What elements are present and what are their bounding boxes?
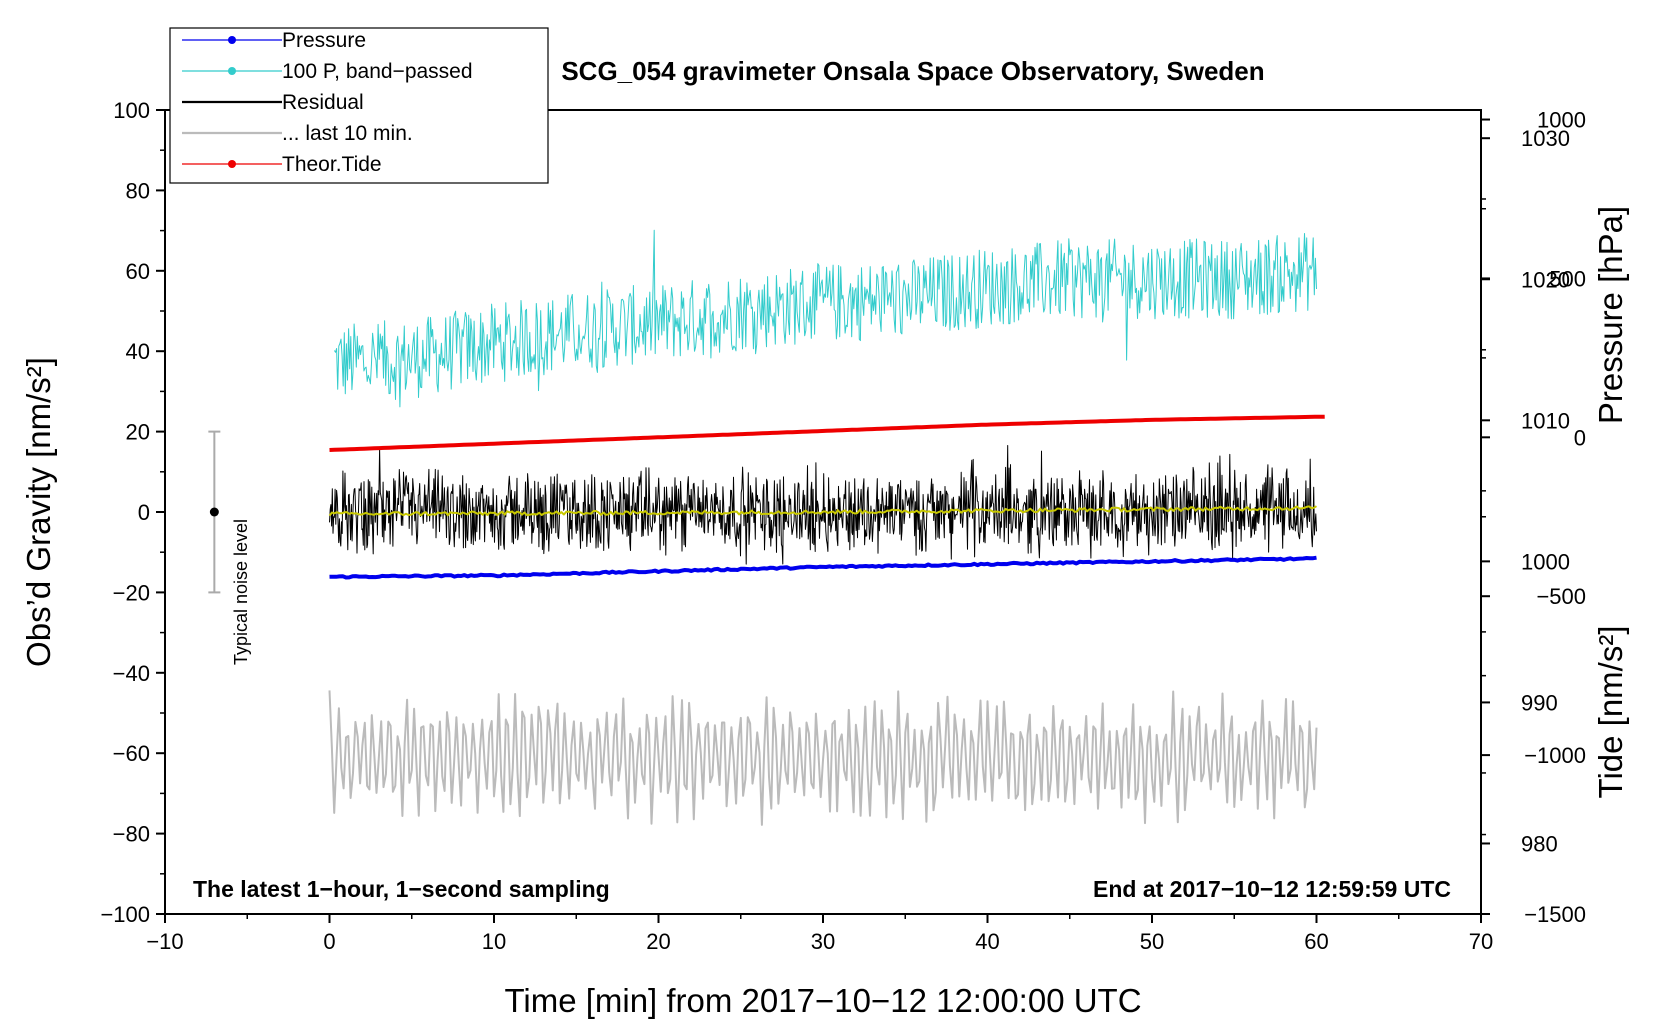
chart-title: SCG_054 gravimeter Onsala Space Observat… — [561, 56, 1264, 86]
legend-label: Pressure — [282, 29, 366, 52]
pressure-tick-label: 990 — [1521, 690, 1558, 715]
y-tick-label: −80 — [113, 822, 150, 847]
y-tick-label: 40 — [126, 339, 150, 364]
series-bandpassed-pressure — [333, 229, 1317, 408]
pressure-tick-label: 1000 — [1521, 549, 1570, 574]
legend-label: ... last 10 min. — [282, 122, 413, 145]
tide-tick-label: 500 — [1549, 266, 1586, 291]
y-axis-ticks: −100 −80 −60 −40 −20 0 20 40 60 80 100 — [100, 98, 165, 927]
y-tick-label: 20 — [126, 420, 150, 445]
x-tick-label: 30 — [811, 929, 835, 954]
noise-bar: Typical noise level — [208, 430, 251, 665]
y-tick-label: 60 — [126, 259, 150, 284]
y-axis-label-left: Obs’d Gravity [nm/s²] — [20, 357, 57, 667]
x-tick-label: 70 — [1469, 929, 1493, 954]
tide-tick-label: −1500 — [1524, 902, 1586, 927]
noise-bar-center-dot — [209, 507, 219, 517]
x-tick-label: 60 — [1304, 929, 1328, 954]
x-axis-label: Time [min] from 2017−10−12 12:00:00 UTC — [504, 982, 1141, 1019]
series-residual-smoothed — [328, 505, 1318, 517]
tide-tick-label: 0 — [1574, 425, 1586, 450]
legend-marker — [228, 67, 236, 75]
legend-box — [169, 27, 549, 184]
y-tick-label: −40 — [113, 661, 150, 686]
y-tick-label: −100 — [100, 902, 150, 927]
pressure-tick-label: 1010 — [1521, 408, 1570, 433]
series-theoretical-tide — [329, 414, 1325, 452]
legend-label: Residual — [282, 91, 364, 114]
y-tick-label: −20 — [113, 580, 150, 605]
tide-tick-label: −500 — [1536, 584, 1586, 609]
y-axis-label-tide: Tide [nm/s²] — [1592, 626, 1629, 799]
x-tick-label: 20 — [646, 929, 670, 954]
x-tick-label: −10 — [146, 929, 183, 954]
tide-tick-label: 1000 — [1537, 108, 1586, 133]
y-axis-label-pressure: Pressure [hPa] — [1592, 206, 1629, 424]
legend-label: 100 P, band−passed — [282, 60, 473, 83]
x-tick-label: 10 — [482, 929, 506, 954]
y-tick-label: 100 — [113, 98, 150, 123]
annotation-right: End at 2017−10−12 12:59:59 UTC — [1093, 876, 1451, 902]
series-layer — [328, 229, 1325, 826]
series-residual — [329, 445, 1317, 565]
pressure-tick-label: 980 — [1521, 831, 1558, 856]
pressure-tick-label: 1020 — [1521, 267, 1570, 292]
y-tick-label: 0 — [138, 500, 150, 525]
series-last-10-min — [328, 690, 1318, 826]
legend-marker — [228, 36, 236, 44]
pressure-tick-label: 1030 — [1521, 126, 1570, 151]
noise-bar-label: Typical noise level — [231, 519, 251, 665]
x-tick-label: 40 — [975, 929, 999, 954]
series-pressure — [329, 555, 1317, 580]
tide-tick-label: −1000 — [1524, 743, 1586, 768]
legend-label: Theor.Tide — [282, 153, 382, 176]
legend: Pressure 100 P, band−passed Residual ... la… — [169, 27, 549, 184]
annotation-left: The latest 1−hour, 1−second sampling — [193, 876, 610, 902]
x-tick-label: 0 — [323, 929, 335, 954]
legend-marker — [228, 160, 236, 168]
y-tick-label: 80 — [126, 178, 150, 203]
y-tick-label: −60 — [113, 741, 150, 766]
tide-axis-ticks: −1500 −1000 −500 0 500 1000 — [1481, 108, 1586, 927]
x-tick-label: 50 — [1140, 929, 1164, 954]
x-axis-ticks: −10 0 10 20 30 40 50 60 70 — [146, 914, 1493, 954]
